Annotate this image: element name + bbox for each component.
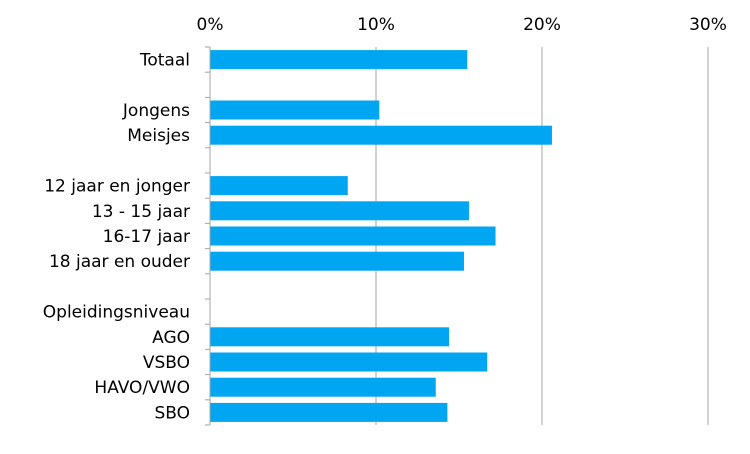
bar xyxy=(210,226,496,246)
bar xyxy=(210,251,464,271)
category-label: SBO xyxy=(154,403,190,423)
category-label: Meisjes xyxy=(127,126,190,146)
x-tick-label: 30% xyxy=(689,15,727,35)
bars xyxy=(210,50,552,422)
bar xyxy=(210,201,469,221)
bar xyxy=(210,377,436,397)
category-labels: Totaal Jongens Meisjes 12 jaar en jonger 13 … xyxy=(43,51,190,424)
category-label: 18 jaar en ouder xyxy=(49,252,190,272)
x-axis-ticks: 0% 10% 20% 30% xyxy=(197,15,727,35)
category-label: HAVO/VWO xyxy=(94,378,190,398)
category-label: VSBO xyxy=(143,353,190,373)
bar xyxy=(210,352,488,372)
x-tick-label: 10% xyxy=(357,15,395,35)
bar xyxy=(210,402,448,422)
y-axis xyxy=(205,46,211,426)
x-tick-label: 0% xyxy=(197,15,224,35)
category-label: 12 jaar en jonger xyxy=(44,177,190,197)
category-label: Opleidingsniveau xyxy=(43,303,190,323)
bar xyxy=(210,100,380,120)
bar xyxy=(210,176,348,196)
bar xyxy=(210,327,450,347)
category-label: 16-17 jaar xyxy=(103,227,190,247)
category-label: Jongens xyxy=(122,101,190,121)
bar xyxy=(210,50,468,70)
category-label: Totaal xyxy=(139,51,190,71)
x-tick-label: 20% xyxy=(523,15,561,35)
category-label: AGO xyxy=(152,328,190,348)
category-label: 13 - 15 jaar xyxy=(92,202,190,222)
bar xyxy=(210,125,552,145)
